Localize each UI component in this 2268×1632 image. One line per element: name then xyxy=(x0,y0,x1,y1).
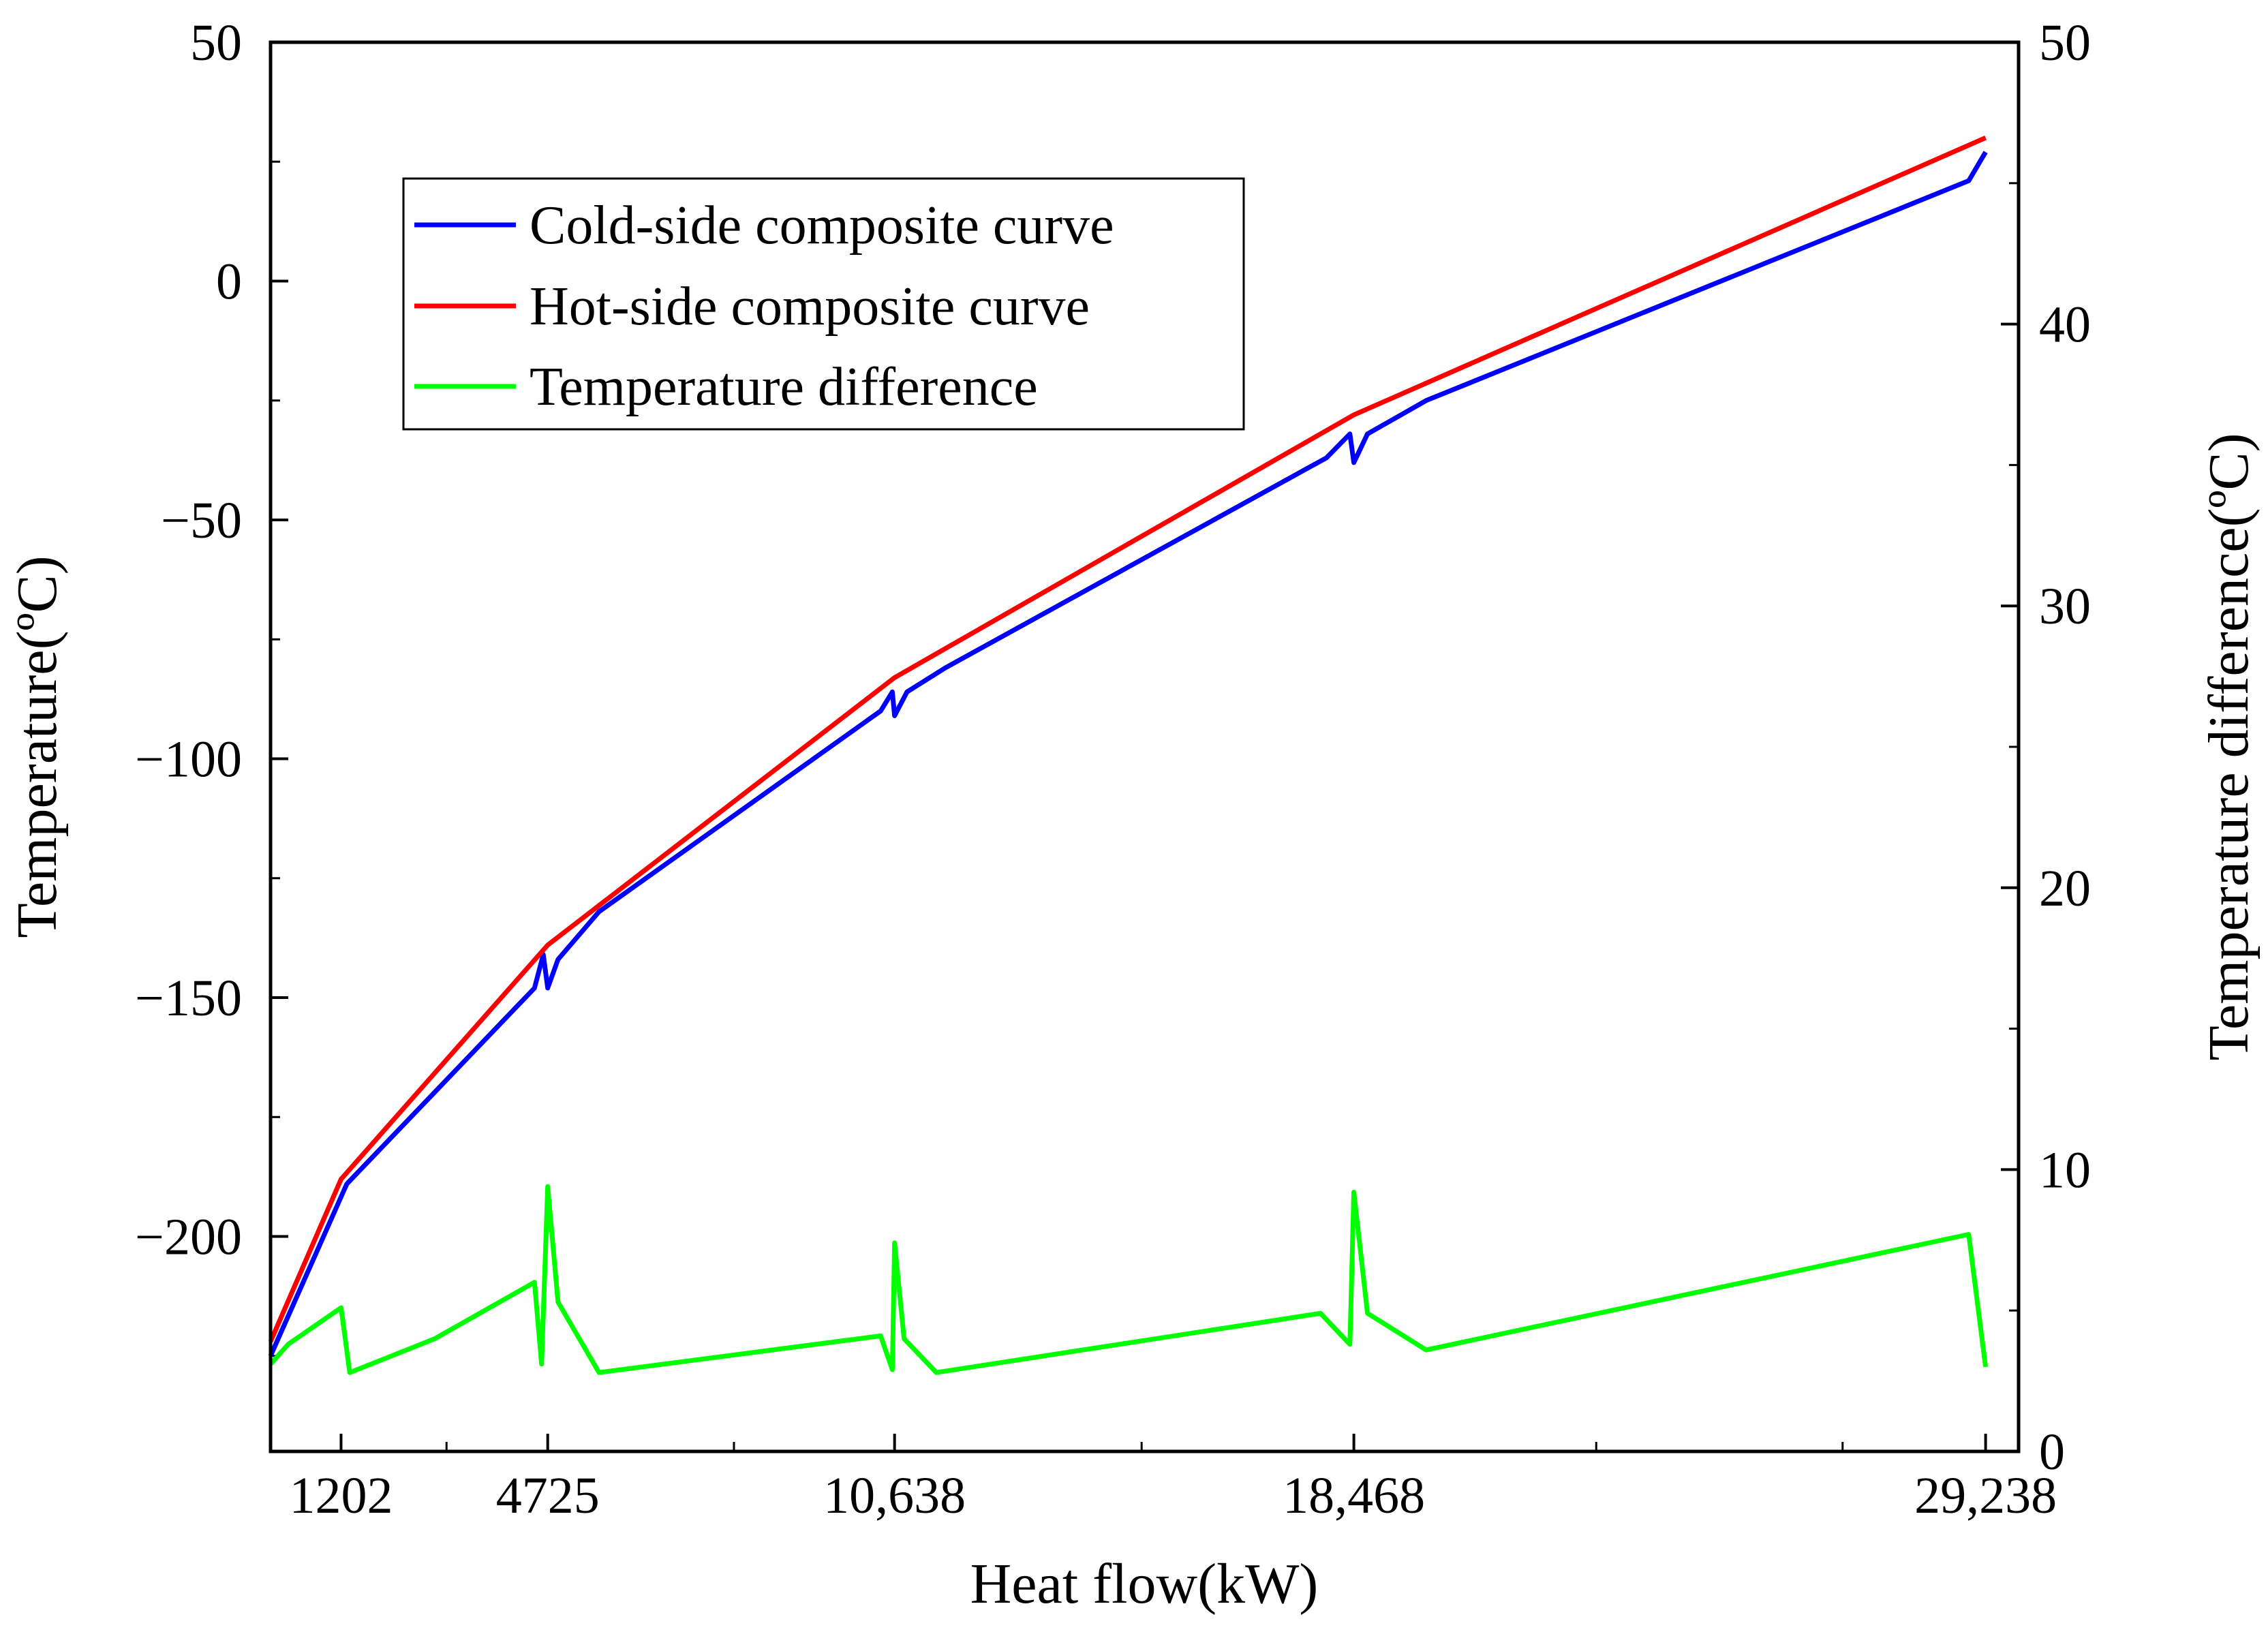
legend-label-diff: Temperature difference xyxy=(530,357,1038,417)
y2-tick-label: 30 xyxy=(2039,578,2091,635)
y-tick-label: 0 xyxy=(216,253,242,311)
x-tick-label: 4725 xyxy=(496,1467,600,1524)
y-tick-label: −200 xyxy=(135,1209,242,1266)
y-tick-label: −100 xyxy=(135,731,242,788)
y-tick-label: −50 xyxy=(161,492,242,549)
x-tick-label: 18,468 xyxy=(1283,1467,1425,1524)
tick-labels: 1202 4725 10,638 18,468 29,238 50 0 −50 −100 −150… xyxy=(135,14,2091,1524)
legend: Cold-side composite curve Hot-side compo… xyxy=(402,177,1245,431)
x-tick-label: 29,238 xyxy=(1914,1467,2057,1524)
y2-tick-label: 50 xyxy=(2039,14,2091,72)
y2-tick-label: 20 xyxy=(2039,860,2091,917)
series-temperature-difference xyxy=(269,1184,1989,1375)
series-cold-composite xyxy=(268,151,1988,1357)
y2-tick-label: 40 xyxy=(2039,296,2091,354)
y2-tick-label: 0 xyxy=(2039,1423,2065,1481)
y-tick-label: −150 xyxy=(135,970,242,1027)
y2-tick-label: 10 xyxy=(2039,1141,2091,1199)
legend-label-cold: Cold-side composite curve xyxy=(530,196,1114,256)
x-axis-label: Heat flow(kW) xyxy=(970,1552,1319,1616)
y-axis-label: Temperature(ºC) xyxy=(5,555,69,938)
x-tick-label: 1202 xyxy=(289,1467,393,1524)
series-layer xyxy=(268,135,1989,1375)
legend-box xyxy=(402,177,1245,431)
x-tick-label: 10,638 xyxy=(823,1467,966,1524)
y2-axis-label: Temperature difference(ºC) xyxy=(2197,433,2261,1060)
series-hot-composite xyxy=(268,135,1987,1343)
legend-label-hot: Hot-side composite curve xyxy=(530,277,1090,337)
plot-frame xyxy=(269,40,2021,1453)
y-tick-label: 50 xyxy=(190,14,242,72)
